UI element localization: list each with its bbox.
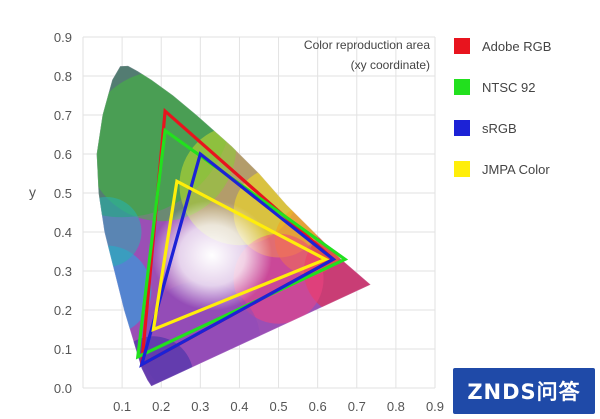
x-tick-label: 0.9 <box>426 399 444 414</box>
x-tick-label: 0.6 <box>309 399 327 414</box>
gamut-triangle-srgb <box>139 151 337 368</box>
y-tick-label: 0.1 <box>54 342 72 357</box>
legend-item-adobe-rgb: Adobe RGB <box>454 36 551 56</box>
y-tick-label: 0.0 <box>54 381 72 396</box>
x-tick-label: 0.5 <box>270 399 288 414</box>
y-tick-label: 0.4 <box>54 225 72 240</box>
gamut-color-blob <box>303 226 371 316</box>
legend-swatch-adobe-rgb <box>454 38 470 54</box>
legend-label: JMPA Color <box>482 161 550 177</box>
gamut-triangle-jmpa-color <box>151 178 330 333</box>
y-tick-label: 0.2 <box>54 303 72 318</box>
legend-item-jmpa-color: JMPA Color <box>454 159 551 179</box>
legend-swatch-jmpa-color <box>454 161 470 177</box>
x-tick-label: 0.1 <box>113 399 131 414</box>
gamut-color-blob <box>96 197 142 267</box>
x-tick-label: 0.7 <box>348 399 366 414</box>
y-tick-label: 0.5 <box>54 186 72 201</box>
y-tick-label: 0.6 <box>54 147 72 162</box>
y-tick-label: 0.9 <box>54 30 72 45</box>
legend-swatch-srgb <box>454 120 470 136</box>
x-tick-label: 0.4 <box>230 399 248 414</box>
watermark-logo: ZNDS问答 <box>453 368 595 414</box>
y-tick-label: 0.3 <box>54 264 72 279</box>
x-tick-label: 0.2 <box>152 399 170 414</box>
legend-item-srgb: sRGB <box>454 118 551 138</box>
x-tick-label: 0.8 <box>387 399 405 414</box>
axes: 0.1 0.2 0.3 0.4 0.5 0.6 0.7 0.8 0.9 0.0 0.1 0.2 0.3 0… <box>54 30 444 414</box>
y-axis-label: y <box>29 184 36 200</box>
annotation-line-1: Color reproduction area <box>304 38 430 52</box>
legend-item-ntsc-92: NTSC 92 <box>454 77 551 97</box>
spectral-locus-outline <box>96 65 372 387</box>
legend-label: Adobe RGB <box>482 38 552 54</box>
legend: Adobe RGB NTSC 92 sRGB JMPA Color <box>454 36 551 200</box>
gamut-triangles <box>135 107 349 368</box>
y-tick-label: 0.8 <box>54 69 72 84</box>
legend-swatch-ntsc-92 <box>454 79 470 95</box>
annotation-line-2: (xy coordinate) <box>351 58 430 72</box>
y-tick-label: 0.7 <box>54 108 72 123</box>
legend-label: NTSC 92 <box>482 79 536 95</box>
gamut-color-blob <box>96 245 152 336</box>
legend-label: sRGB <box>482 120 517 136</box>
white-point-glow <box>152 200 273 311</box>
x-tick-label: 0.3 <box>191 399 209 414</box>
